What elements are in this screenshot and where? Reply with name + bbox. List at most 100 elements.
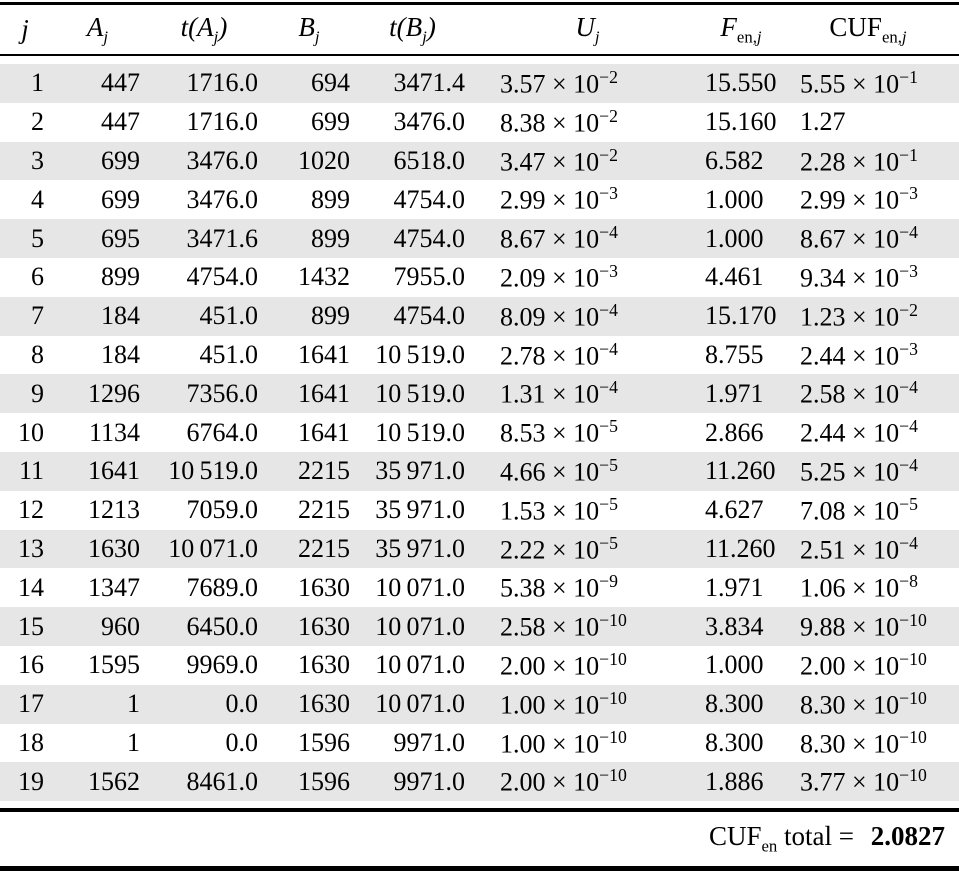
col-header-b: Bj [263, 3, 355, 56]
cell-j: 12 [18, 495, 44, 525]
cell-tb: 10 519.0 [355, 374, 470, 414]
cell-ta: 0.0 [225, 727, 259, 757]
cell-u: 8.67 × 10−4 [470, 219, 705, 258]
col-header-subscript: en,j [736, 27, 762, 47]
cell-u: 1.53 × 10−5 [500, 493, 618, 526]
table-row: 12 1213 7059.0 2215 35 971.0 1.53 × 10−5 4.627… [0, 491, 959, 530]
table-row: 6 899 4754.0 1432 7955.0 2.09 × 10−3 4.461 9.34… [0, 258, 959, 297]
cell-ta: 10 519.0 [145, 451, 263, 491]
cell-tb: 3471.4 [355, 64, 470, 103]
cell-a: 1630 [50, 529, 145, 569]
cell-j: 7 [0, 296, 50, 336]
cell-a: 1296 [50, 374, 145, 414]
cell-cuf: 1.23 × 10−2 [777, 296, 959, 336]
cell-a: 960 [50, 607, 145, 646]
cell-cuf: 7.08 × 10−5 [800, 493, 918, 526]
table-footer: CUFen total = 2.0827 [0, 808, 959, 869]
cell-cuf: 5.55 × 10−1 [777, 64, 959, 103]
cell-tb: 10 071.0 [355, 684, 470, 724]
total-cell: CUFen total = 2.0827 [0, 808, 959, 869]
cell-tb: 4754.0 [393, 184, 466, 214]
table-row: 8 184 451.0 1641 10 519.0 2.78 × 10−4 8.755 2.4… [0, 336, 959, 375]
table-row: 7 184 451.0 899 4754.0 8.09 × 10−4 15.170 1.23 … [0, 296, 959, 336]
cell-b: 1596 [298, 727, 350, 757]
cell-ta: 0.0 [145, 684, 263, 724]
cell-u: 2.00 × 10−10 [470, 762, 705, 802]
cell-f: 15.160 [705, 107, 777, 137]
cell-f: 1.000 [705, 650, 764, 680]
cell-tb: 4754.0 [355, 296, 470, 336]
col-header-subscript: j [594, 27, 600, 47]
cell-j: 6 [31, 262, 44, 292]
table-row: 4 699 3476.0 899 4754.0 2.99 × 10−3 1.000 2.99 … [0, 180, 959, 219]
cell-j: 2 [31, 107, 44, 137]
cell-j: 4 [31, 184, 44, 214]
cell-ta: 1716.0 [186, 107, 259, 137]
cell-cuf: 1.06 × 10−8 [800, 571, 918, 604]
cell-b: 1432 [298, 262, 350, 292]
cell-u: 1.00 × 10−10 [500, 726, 627, 759]
cell-ta: 6450.0 [145, 607, 263, 646]
cell-f: 15.550 [705, 64, 777, 103]
cell-u: 2.78 × 10−4 [500, 338, 618, 371]
cell-a: 184 [101, 339, 140, 369]
cell-tb: 10 519.0 [375, 339, 465, 369]
cell-ta: 6764.0 [186, 417, 259, 447]
cell-cuf: 2.51 × 10−4 [777, 529, 959, 569]
cell-cuf: 9.88 × 10−10 [777, 607, 959, 646]
cell-j: 17 [0, 684, 50, 724]
cell-cuf: 8.30 × 10−10 [777, 684, 959, 724]
cell-cuf: 3.77 × 10−10 [777, 762, 959, 802]
cell-f: 1.000 [705, 219, 777, 258]
cell-tb: 9971.0 [355, 762, 470, 802]
cell-a: 1347 [88, 572, 140, 602]
table-body: 1 447 1716.0 694 3471.4 3.57 × 10−2 15.550 5.55… [0, 55, 959, 811]
cell-b: 899 [263, 296, 355, 336]
col-header-subscript: j [314, 27, 320, 47]
table-row: 13 1630 10 071.0 2215 35 971.0 2.22 × 10−5 11.… [0, 529, 959, 569]
cell-u: 3.57 × 10−2 [470, 64, 705, 103]
cell-ta: 1716.0 [145, 64, 263, 103]
cell-b: 1630 [263, 607, 355, 646]
table-row: 1 447 1716.0 694 3471.4 3.57 × 10−2 15.550 5.55… [0, 64, 959, 103]
cell-ta: 9969.0 [186, 650, 259, 680]
cell-b: 899 [311, 184, 350, 214]
cell-tb: 35 971.0 [355, 451, 470, 491]
col-header-subscript: j [103, 27, 109, 47]
cell-ta: 3471.6 [145, 219, 263, 258]
cell-tb: 10 071.0 [375, 650, 465, 680]
cell-b: 899 [263, 219, 355, 258]
col-header-ta: t(Aj) [145, 3, 263, 56]
cell-ta: 3476.0 [186, 184, 259, 214]
cell-j: 1 [0, 64, 50, 103]
cell-u: 8.38 × 10−2 [500, 105, 618, 138]
col-header-tb: t(Bj) [355, 3, 470, 56]
cell-a: 447 [101, 107, 140, 137]
cell-cuf: 8.30 × 10−10 [800, 726, 927, 759]
cell-f: 1.971 [705, 572, 764, 602]
col-header-a: Aj [50, 3, 145, 56]
cell-cuf: 5.25 × 10−4 [777, 451, 959, 491]
table-row: 5 695 3471.6 899 4754.0 8.67 × 10−4 1.000 8.67 … [0, 219, 959, 258]
cell-u: 2.09 × 10−3 [500, 261, 618, 293]
spacer-row [0, 801, 959, 811]
table-header: j Aj t(Aj) Bj t(Bj) Uj Fen,j CUFen,j [0, 3, 959, 56]
cell-f: 1.886 [705, 762, 777, 802]
cell-b: 2215 [263, 451, 355, 491]
cell-j: 3 [0, 141, 50, 181]
cell-cuf: 2.28 × 10−1 [777, 141, 959, 181]
cell-f: 2.866 [705, 417, 764, 447]
cell-b: 694 [263, 64, 355, 103]
header-row: j Aj t(Aj) Bj t(Bj) Uj Fen,j CUFen,j [0, 3, 959, 56]
table-row: 10 1134 6764.0 1641 10 519.0 8.53 × 10−5 2.866… [0, 413, 959, 452]
col-header-subscript: en,j [881, 27, 907, 47]
cell-j: 14 [18, 572, 44, 602]
cell-j: 18 [18, 727, 44, 757]
cell-u: 8.53 × 10−5 [500, 416, 618, 448]
cell-a: 1 [50, 684, 145, 724]
cell-ta: 7059.0 [186, 495, 259, 525]
cell-b: 1641 [298, 417, 350, 447]
cell-f: 8.300 [705, 727, 764, 757]
cell-b: 699 [311, 107, 350, 137]
cell-cuf: 2.44 × 10−4 [800, 416, 918, 448]
